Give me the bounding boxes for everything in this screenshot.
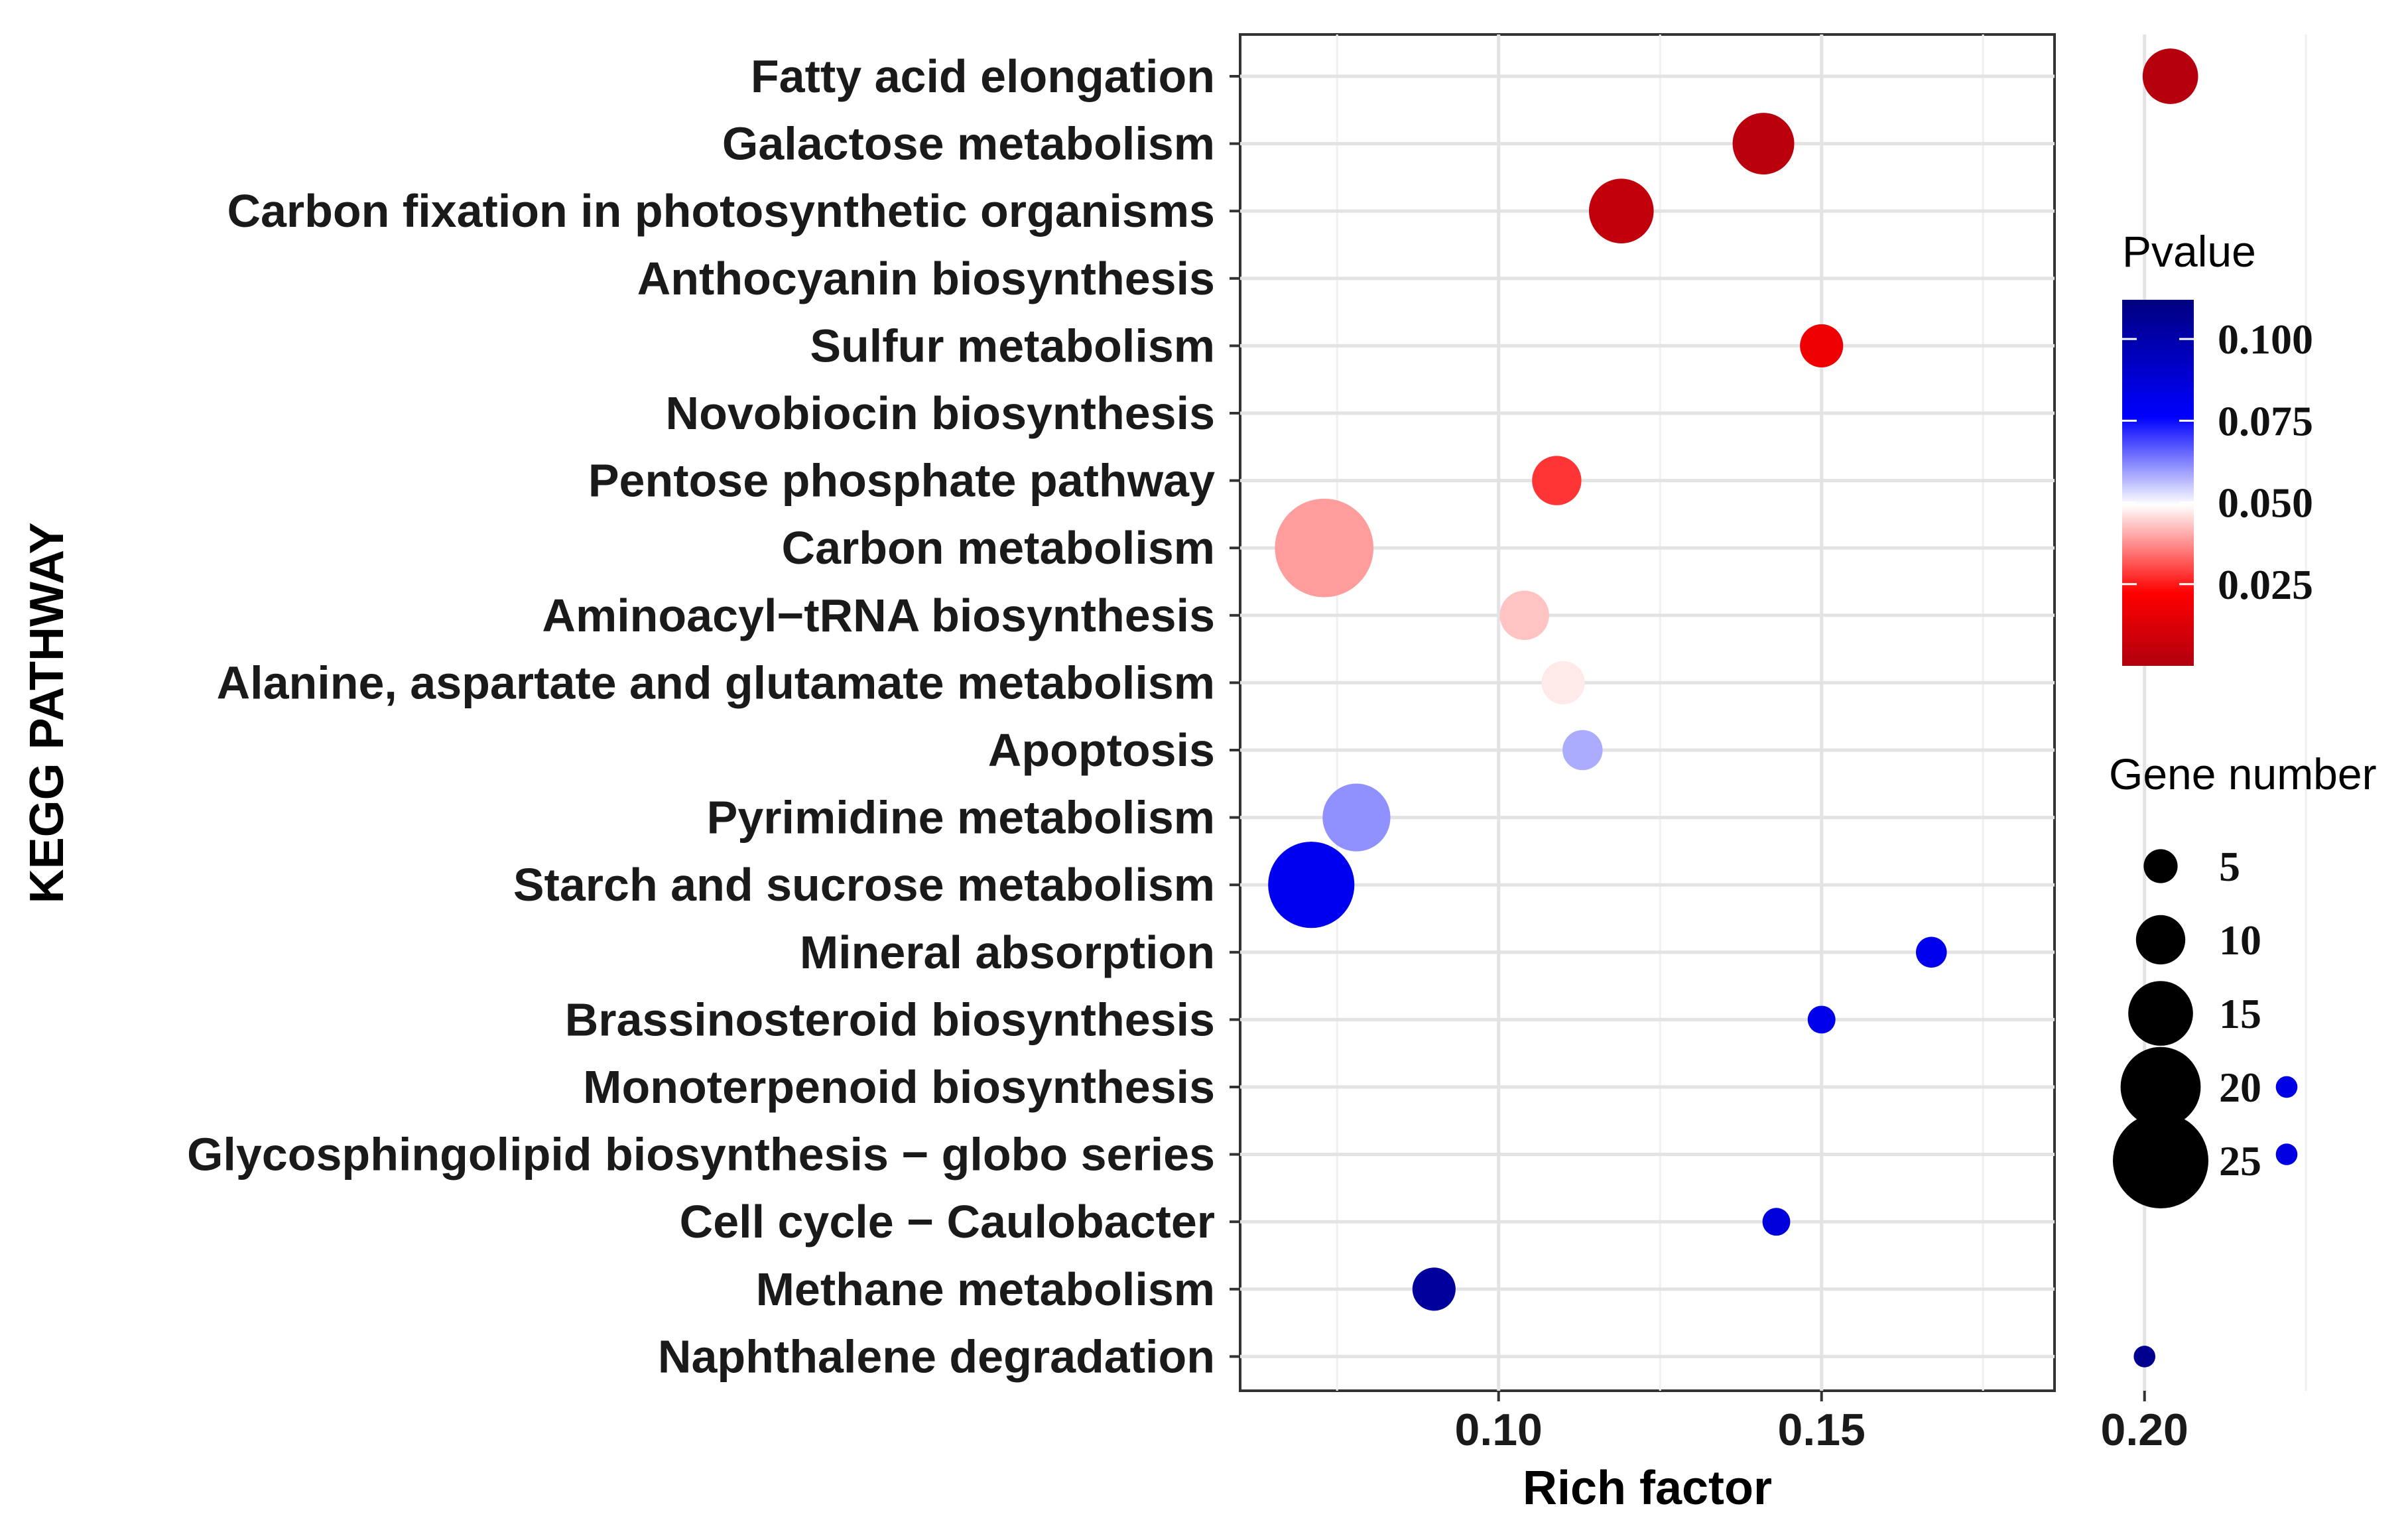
y-category-label: Glycosphingolipid biosynthesis − globo s…: [187, 1129, 1215, 1181]
plot-panel-background: [1239, 33, 2056, 1392]
data-point: [1322, 783, 1391, 852]
y-axis-title: KEGG PATHWAY: [21, 523, 74, 904]
y-category-label: Pentose phosphate pathway: [588, 455, 1215, 507]
y-category-label: Starch and sucrose metabolism: [513, 859, 1215, 911]
gene-number-legend-items: 5 10 15 20 25: [2113, 843, 2261, 1208]
data-point: [1562, 730, 1603, 771]
y-category-label: Mineral absorption: [800, 927, 1215, 978]
y-category-label: Monoterpenoid biosynthesis: [583, 1061, 1215, 1113]
x-tick-label: 0.20: [2101, 1405, 2188, 1455]
pvalue-tick-label: 0.100: [2218, 316, 2313, 363]
pvalue-tick-label: 0.050: [2218, 479, 2313, 527]
y-category-label: Fatty acid elongation: [751, 50, 1215, 102]
gene-number-legend-label: 15: [2219, 990, 2261, 1037]
data-point: [1800, 324, 1844, 367]
x-axis-title: Rich factor: [1523, 1462, 1772, 1515]
data-point: [2275, 1143, 2298, 1165]
gene-number-legend-dot: [2120, 1047, 2201, 1127]
data-point: [1916, 936, 1947, 968]
data-points: [1268, 48, 2298, 1368]
y-category-label: Cell cycle − Caulobacter: [680, 1196, 1215, 1247]
y-category-label: Alanine, aspartate and glutamate metabol…: [217, 657, 1215, 708]
y-axis: Fatty acid elongation Galactose metabolis…: [187, 50, 1240, 1382]
x-axis: 0.100.150.200.250.30: [1455, 1391, 2188, 1455]
y-category-label: Sulfur metabolism: [810, 320, 1215, 371]
data-point: [1807, 1005, 1836, 1034]
pvalue-tick-label: 0.075: [2218, 397, 2313, 444]
y-category-label: Carbon metabolism: [782, 522, 1215, 574]
y-category-label: Methane metabolism: [756, 1263, 1215, 1315]
data-point: [2275, 1076, 2298, 1098]
data-point: [1412, 1267, 1456, 1311]
data-point: [1732, 113, 1795, 175]
data-point: [1762, 1208, 1791, 1236]
y-category-label: Naphthalene degradation: [658, 1330, 1215, 1382]
gene-number-legend-label: 20: [2219, 1064, 2261, 1111]
y-category-label: Carbon fixation in photosynthetic organi…: [227, 185, 1215, 237]
data-point: [1588, 178, 1654, 244]
gene-number-legend-label: 25: [2219, 1137, 2261, 1184]
pvalue-legend-title: Pvalue: [2122, 227, 2256, 276]
gene-number-legend-label: 10: [2219, 917, 2261, 964]
data-point: [1532, 456, 1582, 505]
pvalue-legend: Pvalue 0.025 0.050 0.075 0.100: [2122, 227, 2313, 666]
x-tick-label: 0.10: [1455, 1405, 1543, 1455]
gene-number-legend: Gene number 5 10 15 20 25: [2109, 749, 2377, 1208]
pvalue-colorbar: [2122, 300, 2194, 666]
y-category-label: Brassinosteroid biosynthesis: [565, 993, 1215, 1045]
data-point: [2142, 48, 2198, 104]
pvalue-legend-ticks: 0.025 0.050 0.075 0.100: [2122, 316, 2313, 608]
gene-number-legend-dot: [2113, 1113, 2208, 1208]
gene-number-legend-dot: [2135, 915, 2186, 965]
y-category-label: Aminoacyl−tRNA biosynthesis: [542, 590, 1215, 641]
data-point: [1275, 498, 1374, 598]
y-category-label: Pyrimidine metabolism: [707, 792, 1215, 844]
gene-number-legend-dot: [2128, 981, 2193, 1046]
gene-number-legend-dot: [2143, 849, 2178, 883]
y-category-label: Novobiocin biosynthesis: [666, 387, 1215, 439]
data-point: [1541, 661, 1585, 704]
gene-number-legend-title: Gene number: [2109, 749, 2377, 799]
y-category-label: Anthocyanin biosynthesis: [637, 253, 1215, 304]
gene-number-legend-label: 5: [2219, 843, 2240, 890]
data-point: [2133, 1346, 2156, 1368]
data-point: [1499, 590, 1549, 640]
data-point: [1268, 842, 1355, 928]
pvalue-tick-label: 0.025: [2218, 561, 2313, 608]
x-tick-label: 0.15: [1778, 1405, 1866, 1455]
y-category-label: Apoptosis: [988, 724, 1215, 776]
y-category-label: Galactose metabolism: [722, 118, 1215, 170]
